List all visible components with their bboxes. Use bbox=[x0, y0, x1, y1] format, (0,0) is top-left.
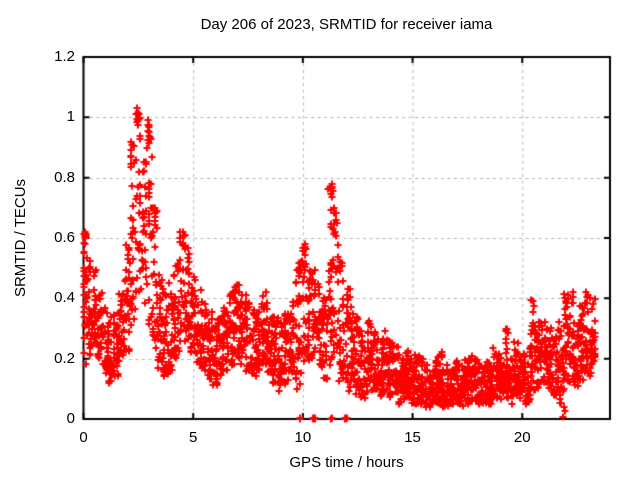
y-tick-label: 0.6 bbox=[54, 229, 75, 246]
y-tick-label: 0.2 bbox=[54, 349, 75, 367]
x-axis-label: GPS time / hours bbox=[289, 454, 404, 471]
x-tick-label: 10 bbox=[294, 429, 312, 446]
y-tick-label: 0.4 bbox=[54, 289, 75, 307]
x-tick-label: 0 bbox=[79, 429, 88, 446]
x-tick-label: 20 bbox=[513, 429, 531, 446]
y-tick-label: 0 bbox=[66, 410, 75, 427]
x-tick-label: 15 bbox=[404, 429, 421, 446]
x-tick-label: 5 bbox=[189, 429, 198, 446]
y-tick-label: 1.2 bbox=[54, 48, 75, 65]
chart-title: Day 206 of 2023, SRMTID for receiver iam… bbox=[200, 16, 493, 33]
y-tick-label: 1 bbox=[66, 108, 75, 126]
y-tick-label: 0.8 bbox=[54, 168, 75, 186]
